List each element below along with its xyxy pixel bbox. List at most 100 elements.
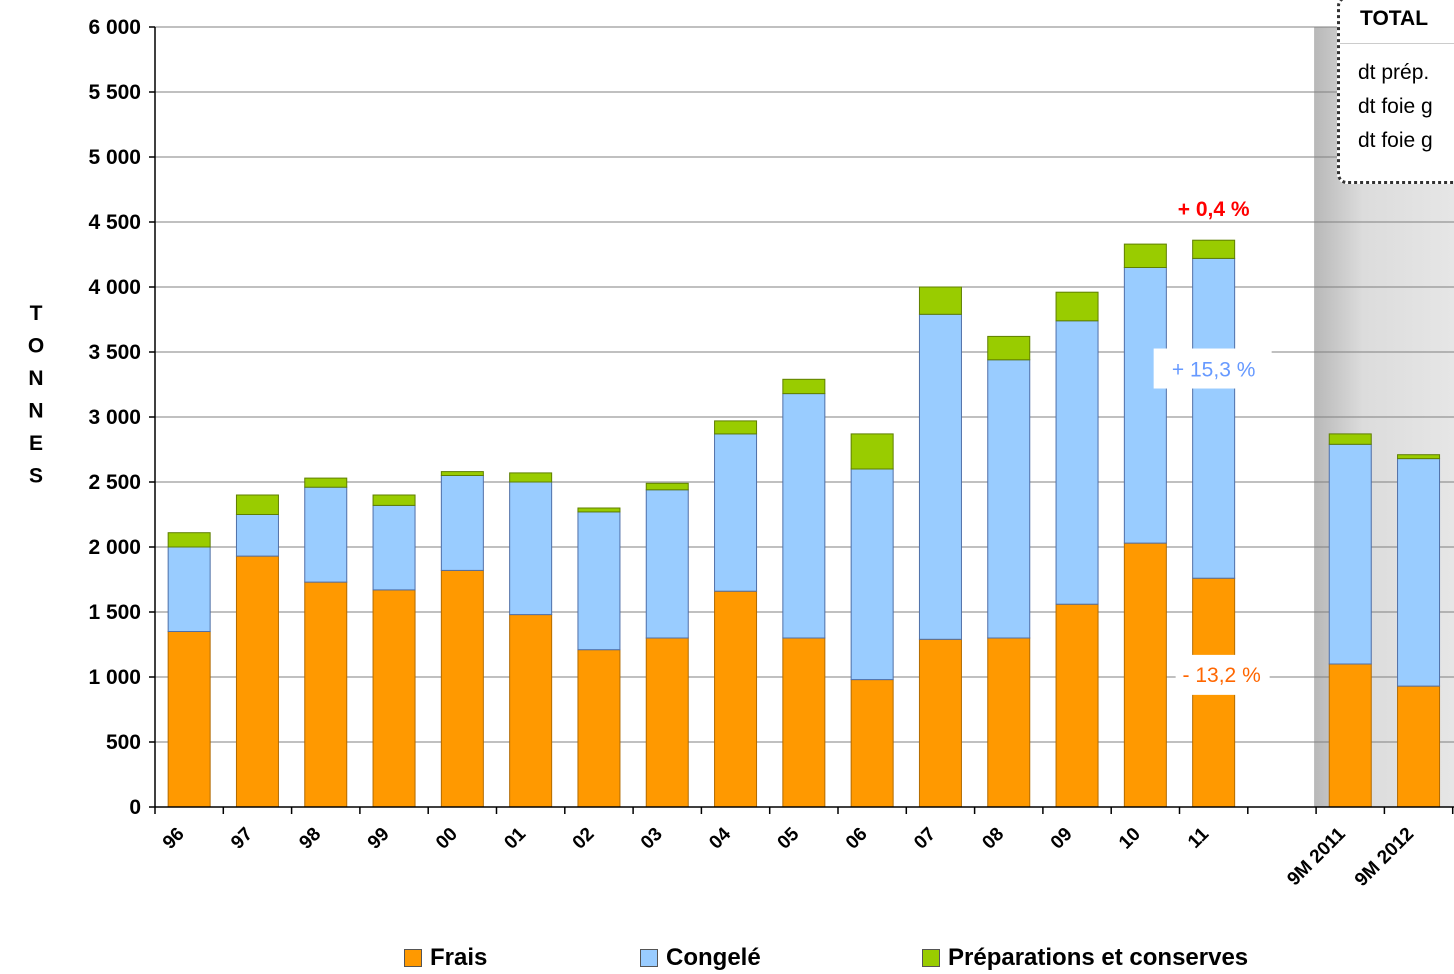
y-tick-label: 5 500: [88, 81, 141, 104]
bar-segment: [509, 614, 553, 808]
x-tick-label: 9M 2011: [1283, 823, 1350, 890]
y-tick-label: 2 500: [88, 471, 141, 494]
legend: Frais Congelé Préparations et conserves: [0, 940, 1454, 974]
y-tick-label: 5 000: [88, 146, 141, 169]
y-axis-label-letter: N: [28, 400, 43, 423]
info-box-line: dt prép.: [1358, 61, 1430, 84]
bar-segment: [714, 590, 758, 808]
bar-segment: [645, 637, 689, 808]
annotations: + 0,4 % + 15,3 % - 13,2 %: [1153, 198, 1272, 695]
bar-segment: [509, 472, 553, 483]
bar-segment: [167, 532, 211, 548]
bar-segment: [1055, 291, 1099, 322]
x-tick-label: 06: [842, 824, 872, 854]
y-tick-label: 6 000: [88, 16, 141, 39]
info-box-title: TOTAL: [1360, 7, 1429, 30]
bar-segment: [714, 420, 758, 435]
bar-segment: [918, 638, 962, 808]
annotation-frais-bg: [1175, 654, 1270, 695]
y-tick-label: 4 500: [88, 211, 141, 234]
bar-segment: [987, 359, 1031, 639]
x-tick-label: 05: [774, 823, 804, 853]
y-tick-label: 4 000: [88, 276, 141, 299]
bar-segment: [1055, 320, 1099, 605]
bar-segment: [1055, 603, 1099, 808]
bar-segment: [167, 631, 211, 808]
bar-segment: [850, 433, 894, 470]
bar-segment: [782, 393, 826, 639]
y-tick-label: 500: [106, 731, 141, 754]
x-tick-label: 03: [637, 824, 667, 854]
bar-segment: [304, 486, 348, 583]
x-tick-label: 97: [227, 824, 257, 854]
x-tick-label: 11: [1184, 823, 1213, 852]
legend-label: Frais: [430, 944, 488, 971]
bar-segment: [1397, 454, 1441, 460]
annotation-congele-change: + 15,3 %: [1172, 359, 1255, 382]
legend-swatch-preparations: [922, 949, 940, 967]
bar-segment: [235, 514, 279, 557]
x-tick-labels: 96 97 98 99 00 01 02 03 04 05 06 07 08 09 10 11 9M 2011 9…: [159, 823, 1418, 890]
y-axis-label-letter: O: [28, 335, 44, 358]
x-tick-label: 00: [432, 824, 462, 854]
bar-segment: [987, 335, 1031, 361]
bar-segment: [577, 507, 621, 513]
bar-segment: [782, 637, 826, 808]
annotation-total-change: + 0,4 %: [1178, 198, 1250, 221]
x-tick-label: 07: [910, 824, 940, 854]
x-tick-label: 08: [978, 824, 1008, 854]
y-tick-labels: 0 500 1 000 1 500 2 000 2 500 3 000 3 500 4 000 4…: [88, 16, 141, 819]
legend-label: Préparations et conserves: [948, 944, 1249, 971]
bar-segment: [1192, 257, 1236, 579]
bar-segment: [440, 475, 484, 571]
axes: [149, 26, 1454, 814]
bar-segment: [1328, 433, 1372, 445]
bar-segment: [714, 433, 758, 592]
bar-segment: [1123, 243, 1167, 269]
info-box-line: dt foie g: [1358, 129, 1433, 152]
bar-segment: [1328, 663, 1372, 808]
bar-segment: [1192, 239, 1236, 259]
x-tick-label: 10: [1115, 824, 1145, 854]
annotation-congele-bg: [1153, 348, 1272, 389]
x-tick-label: 9M 2012: [1351, 824, 1418, 891]
legend-swatch-frais: [404, 949, 422, 967]
bar-segment: [304, 477, 348, 488]
bar-segment: [235, 555, 279, 808]
bar-segment: [372, 494, 416, 506]
bar-segment: [987, 637, 1031, 808]
y-axis-label-letter: S: [29, 465, 43, 488]
bar-segment: [645, 482, 689, 491]
bar-segment: [577, 511, 621, 651]
bar-segment: [1123, 542, 1167, 808]
bar-segment: [509, 481, 553, 616]
bar-segment: [1397, 458, 1441, 687]
bar-segment: [645, 489, 689, 639]
legend-item-congele: Congelé: [640, 944, 761, 972]
legend-item-frais: Frais: [404, 944, 487, 972]
bars: [167, 239, 1441, 808]
y-tick-label: 2 000: [88, 536, 141, 559]
x-tick-label: 99: [364, 824, 394, 854]
y-tick-label: 1 000: [88, 666, 141, 689]
bar-segment: [577, 649, 621, 808]
y-tick-label: 3 000: [88, 406, 141, 429]
bar-segment: [372, 589, 416, 808]
y-tick-label: 1 500: [88, 601, 141, 624]
bar-segment: [782, 378, 826, 395]
bar-segment: [918, 286, 962, 315]
bar-segment: [440, 569, 484, 808]
legend-swatch-congele: [640, 949, 658, 967]
bar-segment: [167, 546, 211, 632]
bar-segment: [850, 468, 894, 681]
annotation-frais-change: - 13,2 %: [1183, 664, 1261, 687]
y-tick-label: 3 500: [88, 341, 141, 364]
y-axis-label-letter: E: [29, 432, 43, 455]
x-tick-label: 01: [500, 823, 530, 853]
bar-segment: [440, 471, 484, 477]
y-axis-label-letter: N: [28, 367, 43, 390]
legend-item-preparations: Préparations et conserves: [922, 944, 1248, 972]
bar-segment: [304, 581, 348, 808]
bar-segment: [1397, 685, 1441, 808]
